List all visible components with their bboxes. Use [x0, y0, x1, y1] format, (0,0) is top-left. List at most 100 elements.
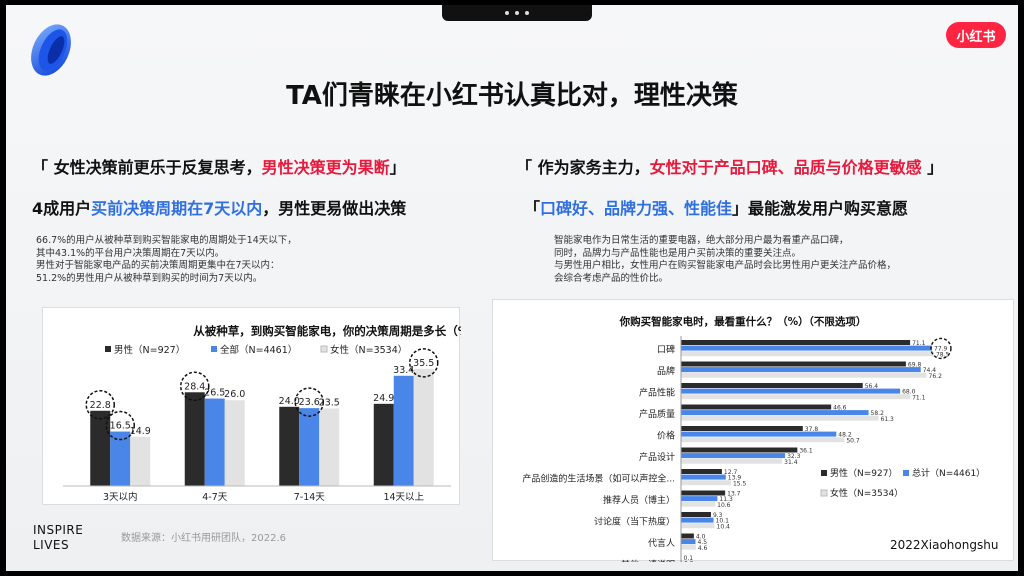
page-title: TA们青睐在小红书认真比对，理性决策	[286, 81, 738, 111]
bar	[681, 361, 906, 367]
copyright: 2022Xiaohongshu	[890, 538, 999, 552]
data-label: 13.9	[728, 475, 742, 482]
data-label: 26.5	[204, 388, 225, 399]
data-label: 23.5	[319, 397, 340, 408]
data-label: 13.7	[727, 491, 741, 498]
right-quote-text: 「 作为家务主力，	[516, 158, 650, 177]
data-label: 10.1	[716, 518, 730, 525]
legend-swatch	[903, 470, 909, 476]
data-label: 71.1	[912, 340, 926, 347]
category-label: 14天以上	[383, 492, 424, 503]
bar	[681, 404, 832, 410]
category-label: 价格	[657, 429, 675, 441]
highlight-circle	[180, 371, 210, 402]
data-label: 61.3	[881, 416, 895, 423]
data-label: 76.2	[929, 373, 943, 380]
right-subtitle-highlight: 口碑好、品牌力强、性能佳	[540, 199, 733, 218]
bar	[681, 383, 863, 388]
data-label: 37.8	[805, 426, 819, 433]
left-paragraph-line: 男性对于智能家电产品的买前决策周期更集中在7天以内：	[36, 260, 280, 271]
bar	[681, 544, 696, 550]
data-label: 71.1	[912, 394, 926, 401]
legend-label: 男性（N=927）	[114, 344, 185, 356]
highlight-circle	[294, 387, 324, 417]
category-label: 产品创造的生活场景（如可以声控全...	[522, 472, 675, 484]
brand-3d-logo-icon	[31, 24, 71, 76]
bar	[373, 403, 394, 486]
data-label: 0.1	[684, 555, 694, 562]
bar	[681, 453, 786, 459]
bar	[279, 406, 300, 486]
bar	[681, 410, 869, 416]
legend-label: 女性（N=3534）	[330, 344, 407, 356]
right-subtitle-end: 」最能激发用户购买意愿	[732, 199, 909, 218]
xiaohongshu-logo: 小红书	[946, 22, 1006, 48]
slide: 小红书 TA们青睐在小红书认真比对，理性决策 「 女性决策前更乐于反复思考，男性…	[6, 5, 1018, 571]
data-label: 4.0	[696, 534, 706, 541]
bar	[110, 431, 131, 486]
category-label: 产品性能	[639, 386, 675, 398]
data-label: 16.5	[110, 421, 131, 432]
legend-label: 总计（N=4461）	[912, 467, 985, 479]
chart-title: 你购买智能家电时，最看重什么？（%）（不限选项）	[619, 315, 867, 328]
legend-swatch	[211, 346, 217, 352]
data-label: 35.5	[413, 358, 434, 369]
legend-swatch	[320, 345, 328, 353]
data-source: 数据来源：小红书用研团队，2022.6	[121, 533, 286, 544]
category-label: 7-14天	[294, 492, 326, 503]
highlight-circle	[85, 390, 115, 420]
data-label: 77.9	[934, 346, 948, 353]
dot-icon	[525, 11, 529, 15]
data-label: 32.3	[787, 453, 801, 460]
legend-swatch	[821, 470, 827, 476]
bar	[681, 367, 921, 373]
footer-left-line: LIVES	[33, 538, 70, 552]
data-label: 0.3	[684, 561, 694, 562]
data-label: 10.6	[717, 502, 731, 509]
bar	[681, 474, 726, 480]
category-label: 3天以内	[103, 491, 138, 503]
bar	[681, 340, 911, 345]
right-quote: 「 作为家务主力，女性对于产品口碑、品质与价格更敏感 」	[516, 154, 943, 178]
bar	[681, 437, 845, 443]
data-label: 46.6	[833, 405, 847, 412]
right-paragraph-line: 会综合考虑产品的性价比。	[554, 272, 669, 284]
legend-label: 全部（N=4461）	[220, 344, 297, 356]
inspire-lives-logo: INSPIRE LIVES	[33, 523, 83, 553]
bar	[204, 398, 225, 486]
bar	[681, 431, 837, 437]
data-label: 4.6	[698, 545, 708, 552]
bar	[299, 408, 320, 486]
data-label: 78.5	[936, 351, 950, 358]
purchase-factors-chart-svg: 你购买智能家电时，最看重什么？（%）（不限选项） 口碑 71.1 77.978.5 品牌…	[522, 315, 985, 571]
category-label: 产品质量	[639, 408, 675, 420]
purchase-factors-chart: 你购买智能家电时，最看重什么？（%）（不限选项） 口碑 71.1 77.9 78.5 品牌…	[492, 299, 1014, 571]
bar	[681, 512, 711, 517]
right-paragraph: 智能家电作为日常生活的重要电器，绝大部分用户最为看重产品口碑， 同时，品牌力与产…	[554, 235, 896, 285]
bar	[681, 415, 879, 421]
data-label: 74.4	[923, 367, 937, 374]
dot-icon	[505, 11, 509, 15]
data-label: 33.4	[393, 365, 414, 376]
bar	[130, 436, 151, 486]
bar	[681, 539, 696, 545]
highlight-circle	[930, 337, 952, 360]
bar	[224, 400, 245, 486]
bar	[413, 368, 434, 486]
bar	[681, 372, 927, 378]
category-label: 4-7天	[202, 492, 228, 503]
legend-label: 女性（N=3534）	[830, 487, 903, 499]
category-label: 产品设计	[639, 451, 675, 463]
data-label: 12.7	[724, 469, 738, 476]
bar	[681, 523, 715, 529]
data-label: 14.9	[130, 426, 151, 437]
data-label: 26.0	[224, 389, 245, 400]
left-subtitle-highlight: 买前决策周期在7天以内	[91, 199, 263, 218]
window-drag-handle[interactable]	[442, 5, 592, 21]
data-label: 56.4	[865, 383, 879, 390]
bar	[319, 408, 340, 486]
chart-title: 从被种草，到购买智能家电，你的决策周期是多长（%）	[193, 324, 461, 338]
left-quote-highlight: 男性决策更为果断	[261, 158, 390, 177]
category-label: 其他，请说明	[621, 558, 675, 562]
bar	[681, 351, 934, 357]
